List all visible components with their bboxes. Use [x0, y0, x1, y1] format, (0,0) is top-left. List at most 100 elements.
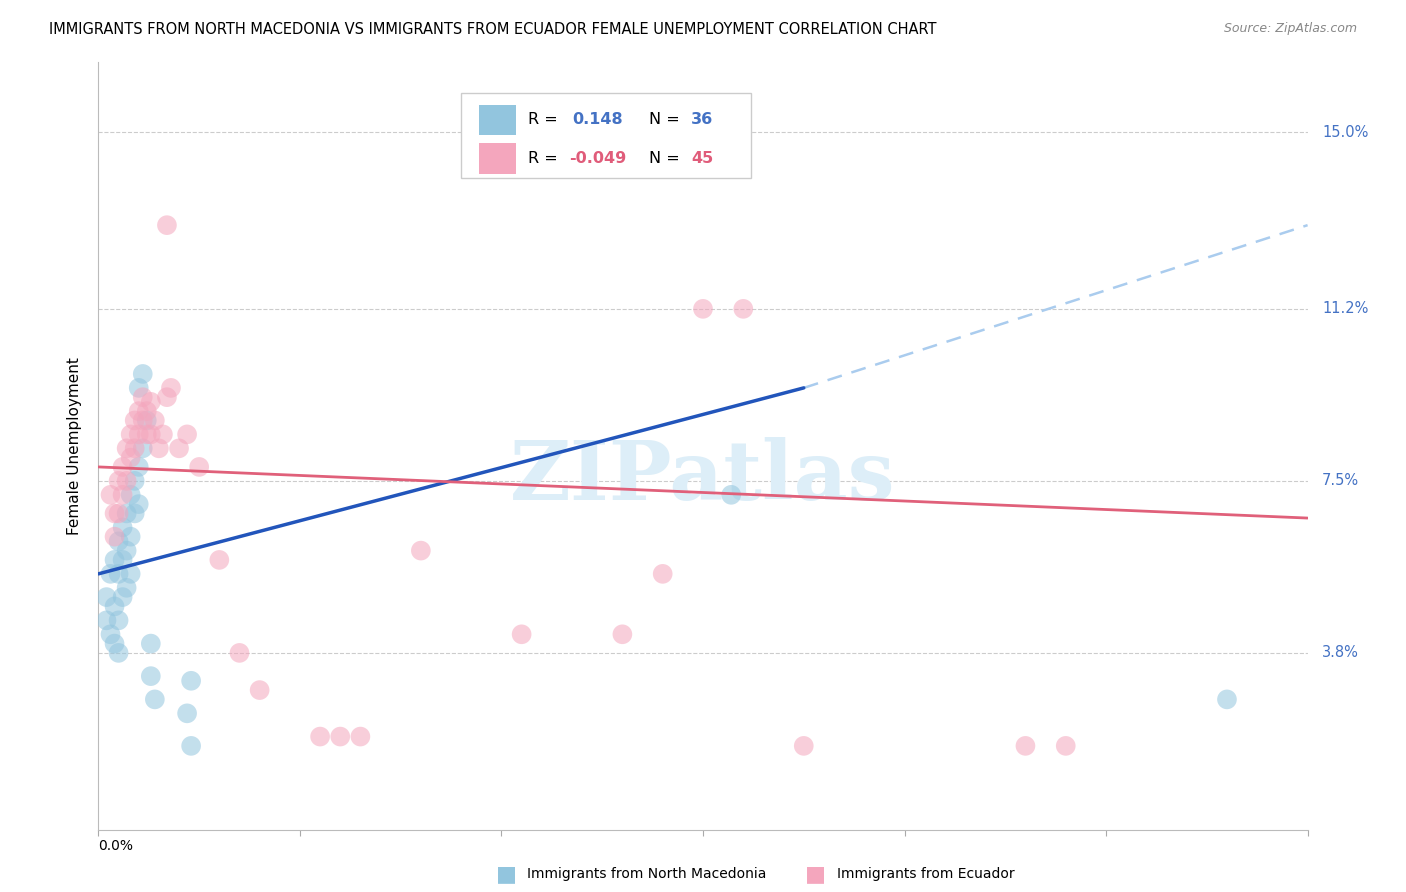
- Point: [96, 590, 118, 604]
- Point: [180, 739, 202, 753]
- Point: [120, 566, 142, 581]
- Point: [176, 427, 198, 442]
- Point: [329, 730, 352, 744]
- Point: [107, 566, 129, 581]
- Point: [107, 507, 129, 521]
- Point: [612, 627, 634, 641]
- Point: [228, 646, 250, 660]
- Point: [510, 627, 533, 641]
- Text: Immigrants from Ecuador: Immigrants from Ecuador: [837, 867, 1014, 881]
- FancyBboxPatch shape: [461, 93, 751, 178]
- Point: [107, 646, 129, 660]
- Text: 7.5%: 7.5%: [1322, 474, 1360, 488]
- Point: [128, 427, 150, 442]
- Point: [1054, 739, 1077, 753]
- Point: [156, 390, 179, 404]
- Text: 11.2%: 11.2%: [1322, 301, 1368, 317]
- Text: 36: 36: [690, 112, 713, 128]
- Point: [128, 404, 150, 418]
- Point: [651, 566, 673, 581]
- Point: [120, 488, 142, 502]
- Point: [103, 553, 125, 567]
- Text: Immigrants from North Macedonia: Immigrants from North Macedonia: [527, 867, 766, 881]
- Text: IMMIGRANTS FROM NORTH MACEDONIA VS IMMIGRANTS FROM ECUADOR FEMALE UNEMPLOYMENT C: IMMIGRANTS FROM NORTH MACEDONIA VS IMMIG…: [49, 22, 936, 37]
- Point: [103, 599, 125, 614]
- Point: [152, 427, 174, 442]
- Point: [120, 530, 142, 544]
- Point: [107, 534, 129, 549]
- Point: [135, 404, 157, 418]
- Point: [793, 739, 815, 753]
- Point: [160, 381, 183, 395]
- Point: [148, 442, 170, 456]
- Point: [100, 627, 122, 641]
- Point: [132, 413, 155, 427]
- Text: R =: R =: [527, 151, 562, 166]
- Point: [100, 488, 122, 502]
- Point: [409, 543, 432, 558]
- Text: N =: N =: [648, 151, 679, 166]
- Text: 0.148: 0.148: [572, 112, 623, 128]
- Point: [120, 427, 142, 442]
- Point: [1014, 739, 1036, 753]
- Point: [139, 427, 162, 442]
- Text: ■: ■: [496, 864, 516, 884]
- Point: [143, 692, 166, 706]
- Point: [115, 581, 138, 595]
- Point: [111, 459, 134, 474]
- Text: 45: 45: [690, 151, 713, 166]
- Point: [111, 553, 134, 567]
- Text: Source: ZipAtlas.com: Source: ZipAtlas.com: [1223, 22, 1357, 36]
- Point: [349, 730, 371, 744]
- Point: [135, 427, 157, 442]
- Point: [143, 413, 166, 427]
- Point: [733, 301, 755, 316]
- Point: [139, 394, 162, 409]
- Point: [132, 442, 155, 456]
- Text: -0.049: -0.049: [569, 151, 626, 166]
- Point: [128, 497, 150, 511]
- Point: [115, 442, 138, 456]
- Point: [107, 474, 129, 488]
- Point: [120, 450, 142, 465]
- Text: R =: R =: [527, 112, 562, 128]
- Point: [309, 730, 332, 744]
- Point: [132, 367, 155, 381]
- Point: [111, 520, 134, 534]
- Point: [132, 390, 155, 404]
- Point: [107, 613, 129, 627]
- FancyBboxPatch shape: [479, 143, 516, 174]
- Point: [176, 706, 198, 721]
- Point: [135, 413, 157, 427]
- Point: [720, 488, 742, 502]
- Text: 3.8%: 3.8%: [1322, 646, 1360, 660]
- Point: [128, 459, 150, 474]
- Point: [167, 442, 190, 456]
- Point: [139, 669, 162, 683]
- Text: N =: N =: [648, 112, 679, 128]
- Point: [115, 507, 138, 521]
- Text: 15.0%: 15.0%: [1322, 125, 1368, 140]
- Point: [111, 590, 134, 604]
- Point: [103, 530, 125, 544]
- Point: [692, 301, 714, 316]
- Point: [100, 566, 122, 581]
- Point: [188, 459, 211, 474]
- Point: [96, 613, 118, 627]
- Point: [124, 442, 146, 456]
- Point: [103, 507, 125, 521]
- Point: [128, 381, 150, 395]
- Point: [124, 413, 146, 427]
- Point: [156, 218, 179, 232]
- Point: [124, 507, 146, 521]
- Point: [115, 474, 138, 488]
- Point: [124, 474, 146, 488]
- Point: [139, 637, 162, 651]
- Point: [115, 543, 138, 558]
- Text: ZIPatlas: ZIPatlas: [510, 437, 896, 516]
- FancyBboxPatch shape: [479, 104, 516, 136]
- Point: [1216, 692, 1239, 706]
- Text: 0.0%: 0.0%: [98, 838, 134, 853]
- Point: [208, 553, 231, 567]
- Text: ■: ■: [806, 864, 825, 884]
